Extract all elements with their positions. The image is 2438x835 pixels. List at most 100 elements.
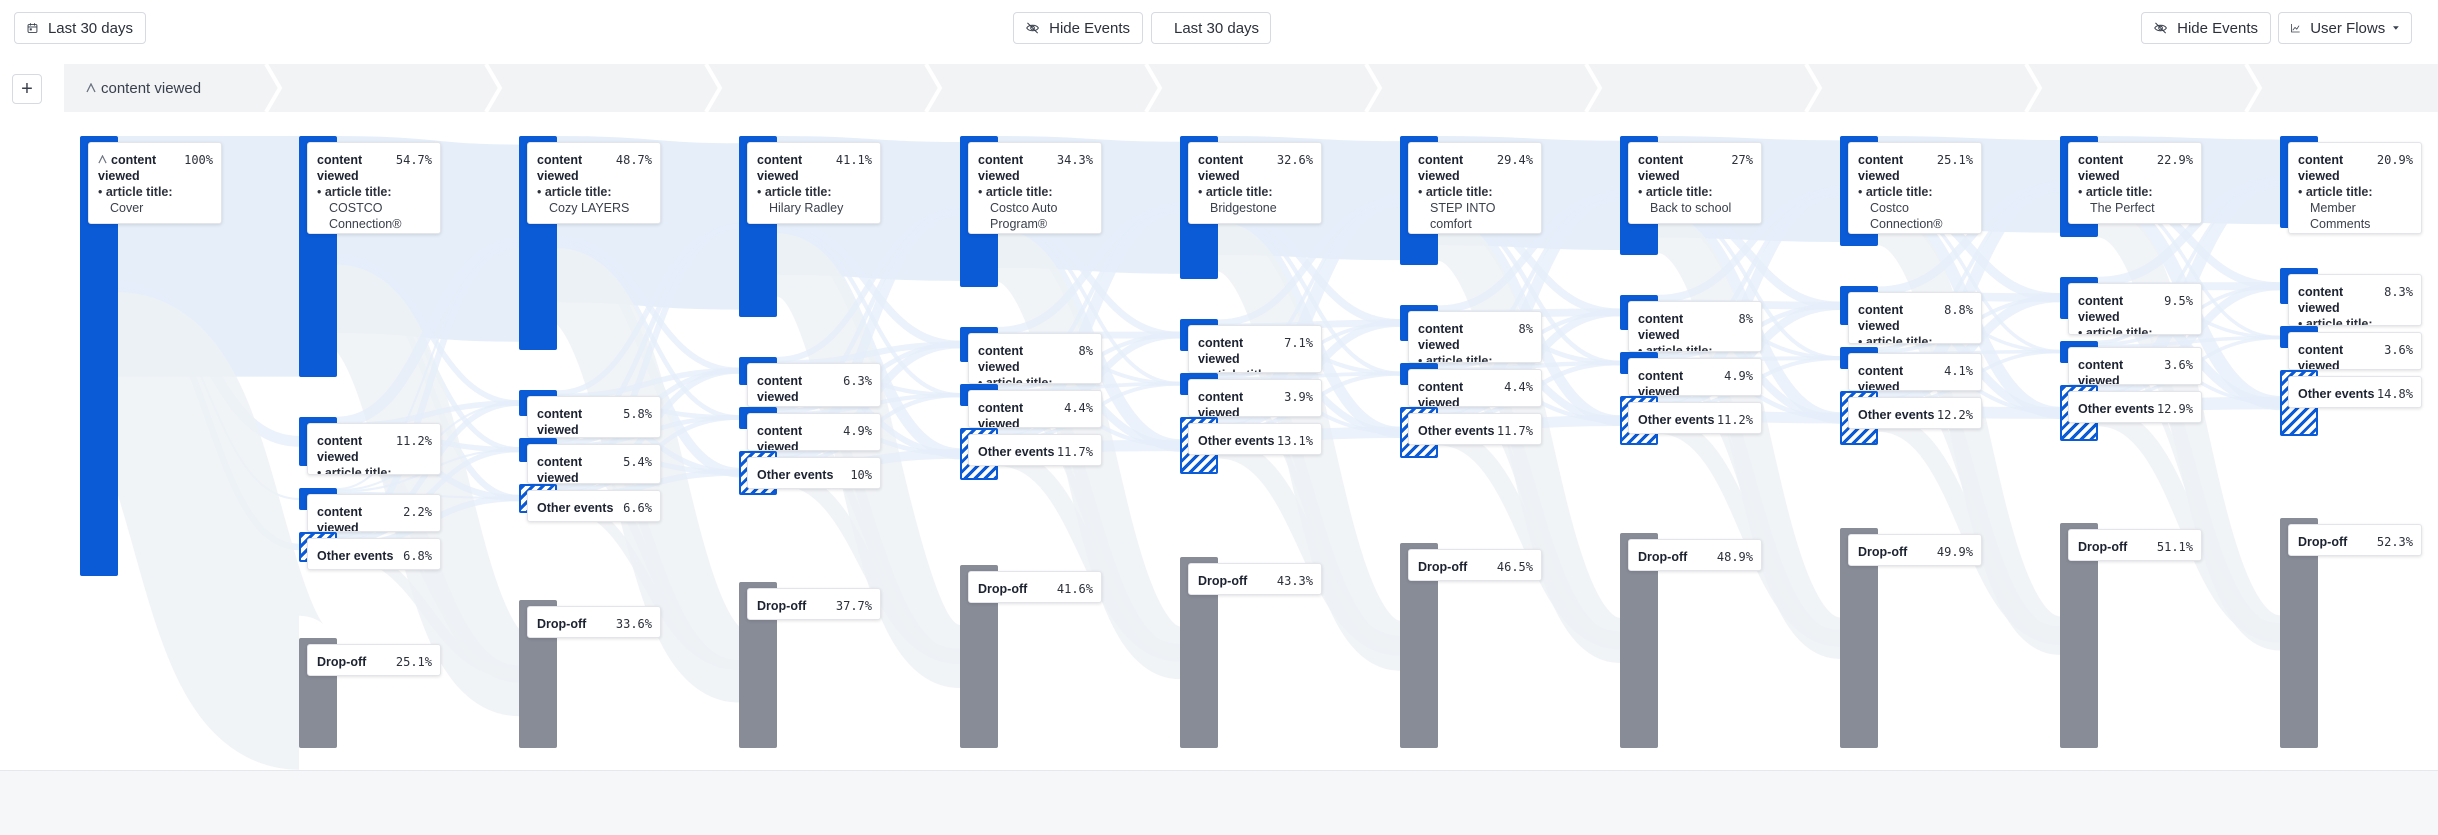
node-card[interactable]: Drop-off41.6% — [968, 571, 1102, 603]
event-node[interactable]: content viewed54.7%• article title:COSTC… — [299, 136, 489, 377]
dropoff-node[interactable]: Drop-off25.1% — [299, 638, 489, 748]
node-card[interactable]: Other events10% — [747, 457, 881, 489]
node-card[interactable]: Other events11.2% — [1628, 402, 1762, 434]
node-card[interactable]: content viewed25.1%• article title:Costc… — [1848, 142, 1982, 234]
node-card[interactable]: content viewed3.9%• article title:Costco… — [1188, 379, 1322, 417]
event-node[interactable]: content viewed22.9%• article title:The P… — [2060, 136, 2250, 237]
node-card[interactable]: content viewed41.1%• article title:Hilar… — [747, 142, 881, 224]
event-node[interactable]: content viewed25.1%• article title:Costc… — [1840, 136, 2030, 246]
event-node[interactable]: content viewed8.3%• article title:Costco… — [2280, 268, 2438, 305]
dropoff-node[interactable]: Drop-off33.6% — [519, 600, 709, 748]
event-node[interactable]: content viewed4.9%• article title:STEP I… — [1620, 352, 1810, 374]
node-card[interactable]: content viewed3.6%• article title:Costco… — [2068, 347, 2202, 385]
event-node[interactable]: content viewed2.2%• article title:Cozy L… — [299, 488, 489, 510]
other-events-node[interactable]: Other events13.1% — [1180, 417, 1370, 475]
dropoff-node[interactable]: Drop-off37.7% — [739, 582, 929, 748]
other-events-node[interactable]: Other events6.8% — [299, 532, 489, 562]
node-card[interactable]: content viewed54.7%• article title:COSTC… — [307, 142, 441, 234]
node-card[interactable]: content viewed4.1%• article title:Back t… — [1848, 353, 1982, 391]
dropoff-node[interactable]: Drop-off43.3% — [1180, 557, 1370, 748]
node-card[interactable]: content viewed8.8%• article title:STEP I… — [1848, 292, 1982, 344]
node-card[interactable]: content viewed11.2%• article title:Cover — [307, 423, 441, 475]
other-events-node[interactable]: Other events10% — [739, 451, 929, 495]
node-card[interactable]: content viewed8%• article title:Cozy LAY… — [968, 333, 1102, 384]
dropoff-node[interactable]: Drop-off52.3% — [2280, 518, 2438, 748]
dropoff-node[interactable]: Drop-off48.9% — [1620, 533, 1810, 748]
event-node[interactable]: content viewed8.8%• article title:STEP I… — [1840, 286, 2030, 325]
node-card[interactable]: content viewed7.1%• article title:Hilary… — [1188, 325, 1322, 372]
node-card[interactable]: content viewed20.9%• article title:Membe… — [2288, 142, 2422, 234]
node-card[interactable]: Other events6.6% — [527, 490, 661, 522]
event-node[interactable]: content viewed3.6%• article title:The Pe… — [2280, 326, 2438, 348]
other-events-node[interactable]: Other events14.8% — [2280, 370, 2438, 435]
node-card[interactable]: content viewed8.3%• article title:Costco… — [2288, 274, 2422, 326]
node-card[interactable]: content viewed34.3%• article title:Costc… — [968, 142, 1102, 234]
node-card[interactable]: content viewed4.9%• article title:STEP I… — [1628, 358, 1762, 396]
node-card[interactable]: content viewed27%• article title:Back to… — [1628, 142, 1762, 224]
event-node[interactable]: content viewed48.7%• article title:Cozy … — [519, 136, 709, 350]
node-card[interactable]: Drop-off48.9% — [1628, 539, 1762, 571]
node-card[interactable]: Other events14.8% — [2288, 376, 2422, 408]
dropoff-node[interactable]: Drop-off41.6% — [960, 565, 1150, 748]
node-card[interactable]: Drop-off43.3% — [1188, 563, 1322, 595]
event-node[interactable]: content viewed3.9%• article title:Costco… — [1180, 373, 1370, 395]
dropoff-node[interactable]: Drop-off49.9% — [1840, 528, 2030, 748]
node-card[interactable]: Other events11.7% — [968, 434, 1102, 466]
node-card[interactable]: Other events13.1% — [1188, 423, 1322, 455]
node-card[interactable]: content viewed6.3%• article title:COSTCO — [747, 363, 881, 407]
other-events-node[interactable]: Other events12.2% — [1840, 391, 2030, 445]
event-node[interactable]: content viewed9.5%• article title:Back t… — [2060, 277, 2250, 319]
node-card[interactable]: Other events6.8% — [307, 538, 441, 570]
event-node[interactable]: content viewed32.6%• article title:Bridg… — [1180, 136, 1370, 279]
node-card[interactable]: Drop-off33.6% — [527, 606, 661, 638]
node-card[interactable]: content viewed8%• article title:Bridgest… — [1628, 301, 1762, 352]
event-node[interactable]: content viewed4.4%• article title:Hilary… — [960, 384, 1150, 406]
other-events-node[interactable]: Other events6.6% — [519, 484, 709, 513]
node-card[interactable]: Other events11.7% — [1408, 413, 1542, 445]
event-node[interactable]: content viewed8%• article title:Bridgest… — [1620, 295, 1810, 330]
event-node[interactable]: content viewed6.3%• article title:COSTCO — [739, 357, 929, 385]
node-card[interactable]: Other events12.9% — [2068, 391, 2202, 423]
node-card[interactable]: Other events12.2% — [1848, 397, 1982, 429]
event-node[interactable]: content viewed34.3%• article title:Costc… — [960, 136, 1150, 287]
node-card[interactable]: Drop-off51.1% — [2068, 529, 2202, 561]
event-node[interactable]: content viewed8%• article title:Cozy LAY… — [960, 327, 1150, 362]
event-node[interactable]: content viewed11.2%• article title:Cover — [299, 417, 489, 466]
node-card[interactable]: content viewed48.7%• article title:Cozy … — [527, 142, 661, 224]
node-card[interactable]: content viewed4.4%• article title:Bridge… — [1408, 369, 1542, 407]
other-events-node[interactable]: Other events11.7% — [960, 428, 1150, 479]
node-card[interactable]: content viewed3.6%• article title:The Pe… — [2288, 332, 2422, 370]
dropoff-node[interactable]: Drop-off46.5% — [1400, 543, 1590, 748]
other-events-node[interactable]: Other events11.7% — [1400, 407, 1590, 458]
node-card[interactable]: content viewed4.9%• article title:Cozy L… — [747, 413, 881, 451]
node-card[interactable]: content viewed22.9%• article title:The P… — [2068, 142, 2202, 224]
node-card[interactable]: content viewed5.8%• article title:Cover — [527, 396, 661, 438]
node-card[interactable]: Drop-off37.7% — [747, 588, 881, 620]
event-node[interactable]: content viewed100%• article title:Cover — [80, 136, 270, 576]
node-card[interactable]: Drop-off49.9% — [1848, 534, 1982, 566]
event-node[interactable]: content viewed27%• article title:Back to… — [1620, 136, 1810, 255]
event-node[interactable]: content viewed5.8%• article title:Cover — [519, 390, 709, 416]
other-events-node[interactable]: Other events12.9% — [2060, 385, 2250, 442]
node-card[interactable]: content viewed4.4%• article title:Hilary… — [968, 390, 1102, 428]
node-card[interactable]: Drop-off25.1% — [307, 644, 441, 676]
node-card[interactable]: content viewed9.5%• article title:Back t… — [2068, 283, 2202, 335]
node-card[interactable]: Drop-off46.5% — [1408, 549, 1542, 581]
node-card[interactable]: content viewed32.6%• article title:Bridg… — [1188, 142, 1322, 224]
event-node[interactable]: content viewed4.1%• article title:Back t… — [1840, 347, 2030, 369]
event-node[interactable]: content viewed7.1%• article title:Hilary… — [1180, 319, 1370, 350]
node-card[interactable]: content viewed8%• article title:Costco A… — [1408, 311, 1542, 362]
event-node[interactable]: content viewed29.4%• article title:STEP … — [1400, 136, 1590, 265]
node-card[interactable]: content viewed29.4%• article title:STEP … — [1408, 142, 1542, 234]
event-node[interactable]: content viewed4.9%• article title:Cozy L… — [739, 407, 929, 429]
node-card[interactable]: content viewed100%• article title:Cover — [88, 142, 222, 224]
event-node[interactable]: content viewed3.6%• article title:Costco… — [2060, 341, 2250, 363]
event-node[interactable]: content viewed4.4%• article title:Bridge… — [1400, 363, 1590, 385]
event-node[interactable]: content viewed41.1%• article title:Hilar… — [739, 136, 929, 317]
event-node[interactable]: content viewed8%• article title:Costco A… — [1400, 305, 1590, 340]
node-card[interactable]: content viewed5.4%• article title:COSTCO — [527, 444, 661, 484]
event-node[interactable]: content viewed5.4%• article title:COSTCO — [519, 438, 709, 462]
event-node[interactable]: content viewed20.9%• article title:Membe… — [2280, 136, 2438, 228]
dropoff-node[interactable]: Drop-off51.1% — [2060, 523, 2250, 748]
other-events-node[interactable]: Other events11.2% — [1620, 396, 1810, 445]
